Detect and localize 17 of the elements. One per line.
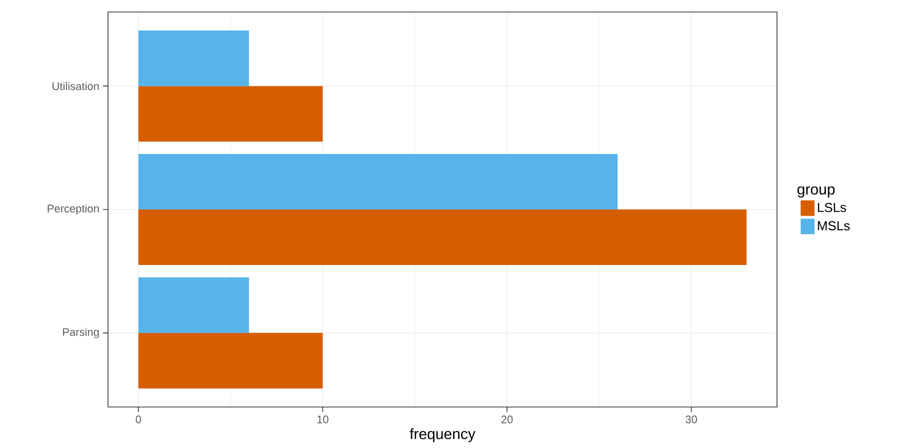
x-tick-label: 30: [686, 416, 697, 424]
bar: [138, 210, 747, 266]
x-tick-label: 20: [501, 416, 513, 424]
bar: [138, 154, 618, 210]
bar: [138, 332, 323, 388]
y-tick-label: Perception: [48, 204, 99, 215]
x-tick-label: 10: [317, 416, 328, 424]
legend-label: LSLs: [818, 202, 846, 212]
y-tick-label: Parsing: [63, 328, 99, 338]
x-tick-label: 0: [136, 416, 142, 424]
y-tick-label: Utilisation: [52, 82, 99, 90]
legend-label: MSLs: [818, 221, 850, 230]
bar: [138, 86, 323, 142]
bar: [138, 30, 249, 86]
x-axis-title: frequency: [410, 428, 476, 442]
legend-title: group: [798, 186, 835, 198]
bar: [138, 277, 249, 333]
